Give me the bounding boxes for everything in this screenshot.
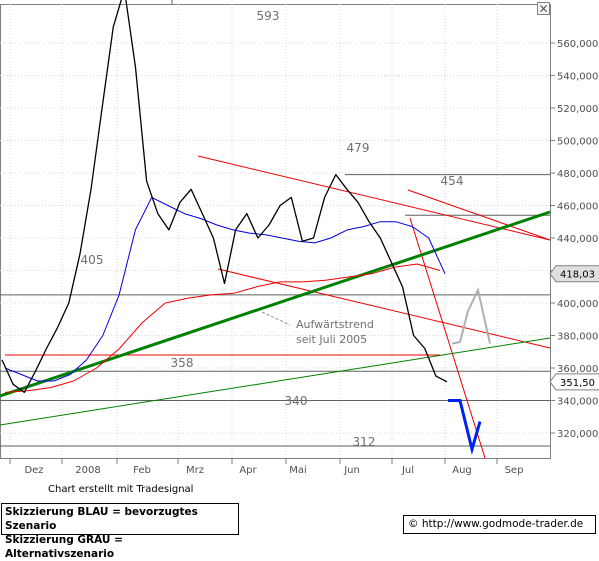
x-tick-label: 2008 (75, 465, 100, 476)
y-tick-label: 460,000 (557, 202, 598, 213)
red-trendline (217, 268, 551, 349)
price-line (1, 0, 448, 394)
ma-blue-line (4, 196, 446, 382)
red-trendline (409, 217, 486, 459)
legend-gray-line: Skizzierung GRAU = Alternativszenario (5, 534, 123, 560)
price-badge-ma (549, 265, 599, 283)
green-trendline-thin (0, 337, 551, 426)
y-tick-label: 500,000 (557, 137, 598, 148)
x-tick-label: Mrz (186, 465, 204, 476)
x-tick-label: Sep (505, 465, 524, 476)
y-tick-label: 320,000 (557, 429, 598, 440)
y-tick-label: 400,000 (557, 299, 598, 310)
annotation-text-1: Aufwärtstrend (296, 318, 374, 331)
red-trendline (407, 189, 551, 241)
x-tick-label: Aug (452, 465, 472, 476)
y-tick-label: 380,000 (557, 332, 598, 343)
y-tick-label: 560,000 (557, 39, 598, 50)
scenario-gray-path (451, 286, 491, 345)
red-trendline (197, 155, 551, 241)
y-tick-label: 480,000 (557, 169, 598, 180)
y-tick-label: 520,000 (557, 104, 598, 115)
plot-frame (0, 4, 551, 459)
annotation-text-2: seit Juli 2005 (296, 333, 367, 346)
legend-blue-line: Skizzierung BLAU = bevorzugtes Szenario (5, 506, 198, 532)
level-label: 405 (81, 253, 104, 267)
x-tick-label: Apr (239, 465, 257, 476)
level-label: 593 (257, 9, 280, 23)
x-tick-label: Jun (343, 465, 360, 476)
y-tick-label: 540,000 (557, 72, 598, 83)
x-tick-label: Jul (401, 465, 414, 476)
scenario-legend: Skizzierung BLAU = bevorzugtes Szenario … (1, 503, 239, 560)
level-label: 454 (441, 174, 464, 188)
y-tick-label: 440,000 (557, 234, 598, 245)
x-tick-label: Mai (289, 465, 307, 476)
x-tick-label: Feb (133, 465, 151, 476)
chart-svg: 320,000340,000360,000380,000400,000420,0… (0, 0, 599, 476)
close-icon (537, 2, 550, 15)
level-label: 340 (285, 394, 308, 408)
scenario-blue-path (448, 399, 482, 456)
green-trendline-thick (0, 210, 551, 398)
y-tick-label: 360,000 (557, 364, 598, 375)
price-badge-text: 351,50 (560, 378, 595, 389)
chart-root: 320,000340,000360,000380,000400,000420,0… (0, 0, 599, 476)
annotation-leader (261, 311, 291, 326)
level-label: 358 (171, 356, 194, 370)
price-badge-last (549, 373, 599, 391)
ma-red-line (4, 263, 441, 393)
close-icon-glyph: × (538, 2, 548, 16)
price-badge-text: 418,03 (560, 270, 595, 281)
chart-credit: Chart erstellt mit Tradesignal (48, 484, 194, 495)
level-label: 312 (353, 435, 376, 449)
x-tick-label: Dez (24, 465, 43, 476)
level-label: 479 (347, 141, 370, 155)
y-tick-label: 340,000 (557, 397, 598, 408)
website-link[interactable]: © http://www.godmode-trader.de (403, 515, 596, 534)
